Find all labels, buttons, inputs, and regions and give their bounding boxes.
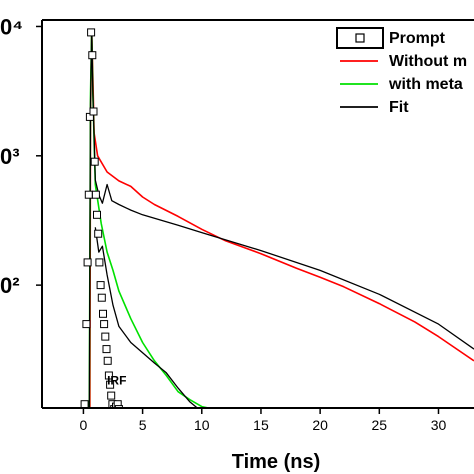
prompt-point-2 <box>83 258 92 267</box>
prompt-point-1 <box>82 320 91 329</box>
y-tick-label-10000: 0⁴ <box>0 14 23 39</box>
legend-swatch-frame-prompt <box>336 27 384 49</box>
ticks-layer: 0 5 10 15 20 25 30 0² 0³ 0⁴ <box>0 14 446 433</box>
prompt-point-21 <box>106 380 115 389</box>
prompt-point-0 <box>80 400 89 408</box>
legend-label-without-m: Without m <box>389 53 467 70</box>
legend: Prompt Without m with meta Fit <box>336 27 467 116</box>
prompt-point-10 <box>93 210 101 219</box>
axes-layer <box>41 19 474 409</box>
prompt-point-9 <box>91 190 100 199</box>
series-layer <box>80 28 474 408</box>
y-tick-label-100: 0² <box>0 273 20 298</box>
prompt-point-8 <box>90 157 99 166</box>
legend-label-prompt: Prompt <box>389 30 446 47</box>
annotation-irf: IRF <box>107 374 126 388</box>
x-tick-label-5: 5 <box>139 417 147 433</box>
x-axis-title: Time (ns) <box>232 451 321 473</box>
x-tick-label-25: 25 <box>372 417 388 433</box>
x-tick-label-0: 0 <box>80 417 88 433</box>
prompt-point-5 <box>87 28 96 37</box>
x-tick-label-10: 10 <box>194 417 210 433</box>
y-tick-label-1000: 0³ <box>0 144 20 169</box>
prompt-point-13 <box>96 281 105 290</box>
series-line-fit <box>88 28 474 408</box>
prompt-point-22 <box>107 391 116 400</box>
prompt-point-6 <box>88 51 97 60</box>
annotation-layer: IRF <box>107 374 126 388</box>
prompt-point-3 <box>84 190 93 199</box>
prompt-point-12 <box>95 258 104 267</box>
legend-label-fit: Fit <box>389 99 409 116</box>
prompt-point-14 <box>97 293 106 302</box>
legend-label-with-meta: with meta <box>388 76 463 93</box>
prompt-point-17 <box>101 332 110 341</box>
prompt-point-7 <box>89 107 98 116</box>
prompt-point-20 <box>104 371 113 380</box>
x-tick-label-30: 30 <box>431 417 447 433</box>
prompt-point-19 <box>103 356 112 365</box>
prompt-point-18 <box>102 345 111 354</box>
x-tick-label-15: 15 <box>253 417 269 433</box>
legend-swatch-prompt <box>355 33 365 43</box>
x-tick-label-20: 20 <box>312 417 328 433</box>
prompt-point-27 <box>114 405 123 408</box>
prompt-point-16 <box>100 320 109 329</box>
series-line-fit-with-meta <box>94 227 199 408</box>
prompt-point-15 <box>99 309 107 318</box>
prompt-point-11 <box>94 229 103 238</box>
